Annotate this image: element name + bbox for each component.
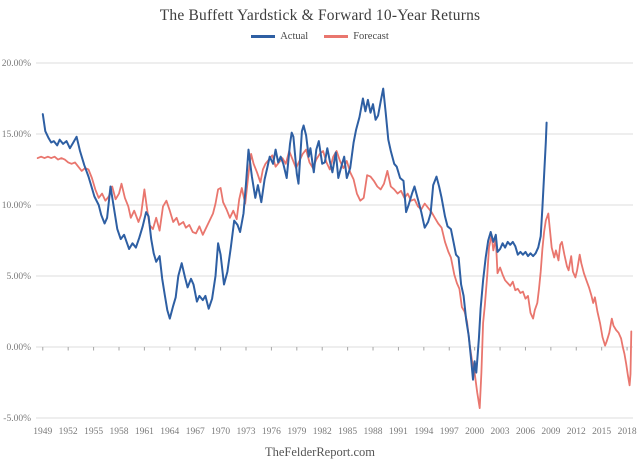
y-axis-tick-label: 20.00% xyxy=(2,59,31,69)
x-axis-tick-label: 1982 xyxy=(313,427,332,437)
source-caption: TheFelderReport.com xyxy=(264,445,376,459)
legend-item-forecast: Forecast xyxy=(324,31,389,42)
x-axis-tick-label: 1955 xyxy=(84,427,103,437)
x-axis-tick-label: 1949 xyxy=(33,427,52,437)
x-axis-tick-label: 2003 xyxy=(491,427,510,437)
x-axis-tick-label: 2015 xyxy=(592,427,611,437)
x-axis-tick-label: 1985 xyxy=(338,427,357,437)
legend-swatch-actual-line xyxy=(251,35,276,38)
y-axis-tick-label: 0.00% xyxy=(6,343,31,353)
legend-item-actual: Actual xyxy=(251,31,308,42)
x-axis-tick-label: 2018 xyxy=(618,427,637,437)
legend-swatch-forecast-line xyxy=(324,35,349,38)
x-axis-tick-label: 1994 xyxy=(414,427,433,437)
x-axis-tick-label: 1967 xyxy=(186,427,205,437)
x-axis-tick-label: 1991 xyxy=(389,427,408,437)
x-axis-tick-label: 1964 xyxy=(160,427,179,437)
y-axis-tick-label: 10.00% xyxy=(2,201,31,211)
x-axis-tick-label: 1958 xyxy=(109,427,128,437)
x-axis-tick-label: 2009 xyxy=(541,427,560,437)
x-axis-tick-label: 1973 xyxy=(237,427,256,437)
x-axis-tick-label: 1988 xyxy=(364,427,383,437)
series-line-actual xyxy=(41,87,548,381)
x-axis-tick-label: 2006 xyxy=(516,427,535,437)
x-axis-tick-label: 1952 xyxy=(59,427,78,437)
x-axis-tick-label: 2000 xyxy=(465,427,484,437)
x-axis-tick-label: 2012 xyxy=(567,427,586,437)
chart-title: The Buffett Yardstick & Forward 10-Year … xyxy=(159,7,481,24)
legend-label-forecast: Forecast xyxy=(353,31,389,42)
y-axis-tick-label: 15.00% xyxy=(2,130,31,140)
x-axis-tick-label: 1961 xyxy=(135,427,154,437)
x-axis-tick-label: 1979 xyxy=(287,427,306,437)
x-axis-tick-label: 1997 xyxy=(440,427,459,437)
y-axis-tick-label: -5.00% xyxy=(3,414,31,424)
x-axis-tick-label: 1970 xyxy=(211,427,230,437)
series-line-forecast xyxy=(36,148,633,410)
x-axis-tick-label: 1976 xyxy=(262,427,281,437)
y-axis-tick-label: 5.00% xyxy=(6,272,31,282)
legend-label-actual: Actual xyxy=(280,31,309,42)
chart-legend: Actual Forecast xyxy=(0,31,640,42)
